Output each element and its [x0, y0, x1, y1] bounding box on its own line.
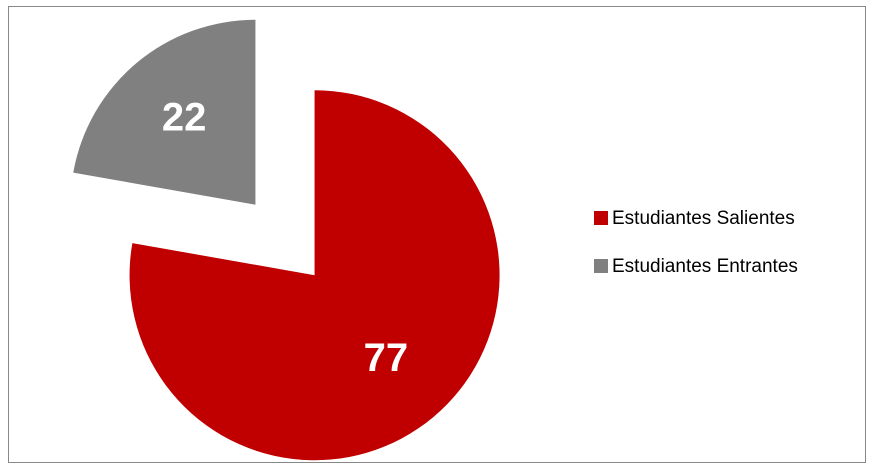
- legend-label: Estudiantes Entrantes: [612, 256, 798, 277]
- data-label: 77: [364, 336, 409, 380]
- legend-label: Estudiantes Salientes: [612, 208, 795, 229]
- data-label: 22: [162, 95, 207, 139]
- legend-swatch: [594, 211, 608, 225]
- legend-swatch: [594, 259, 608, 273]
- pie-slice: [73, 19, 256, 205]
- pie-slice: [129, 90, 500, 461]
